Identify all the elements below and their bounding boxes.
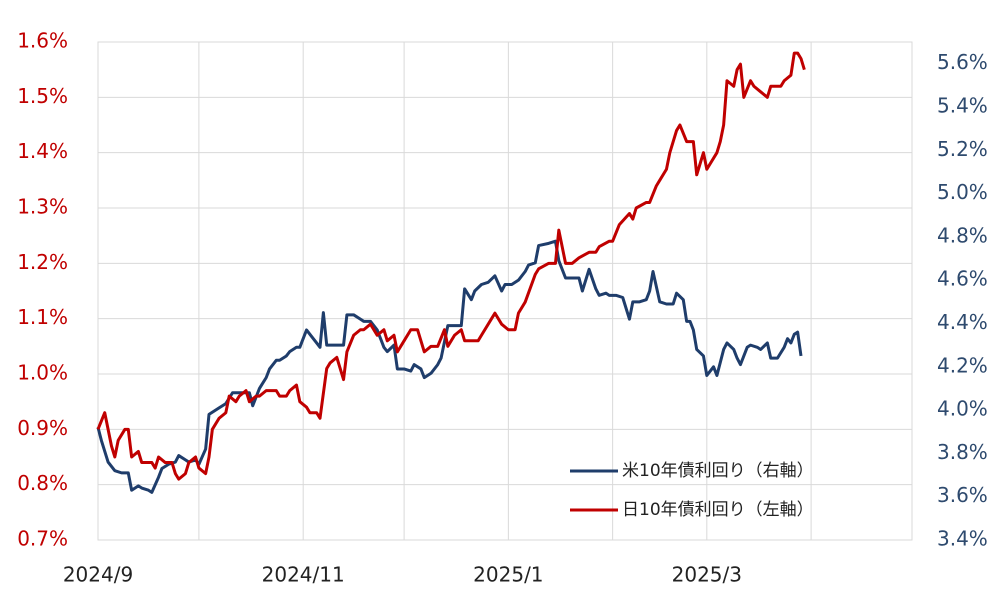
y-tick-label: 0.7% (17, 527, 68, 551)
series-line (96, 51, 806, 481)
y2-tick-label: 4.0% (937, 397, 988, 421)
y-tick-label: 1.0% (17, 361, 68, 385)
legend-label: 日10年債利回り（左軸） (622, 500, 814, 520)
y2-tick-label: 3.8% (937, 440, 988, 464)
x-tick-label: 2024/9 (63, 563, 133, 587)
y-tick-label: 1.4% (17, 139, 68, 163)
y-tick-label: 0.8% (17, 471, 68, 495)
y2-tick-label: 5.6% (937, 50, 988, 74)
y2-tick-label: 4.6% (937, 267, 988, 291)
y2-tick-label: 3.6% (937, 483, 988, 507)
y-tick-label: 1.5% (17, 84, 68, 108)
x-tick-label: 2024/11 (262, 563, 345, 587)
series-line (96, 239, 803, 494)
x-tick-label: 2025/1 (473, 563, 543, 587)
y-tick-label: 0.9% (17, 416, 68, 440)
x-tick-label: 2025/3 (672, 563, 742, 587)
y2-tick-label: 5.0% (937, 180, 988, 204)
legend-label: 米10年債利回り（右軸） (622, 461, 814, 481)
y2-tick-label: 5.2% (937, 137, 988, 161)
y2-tick-label: 5.4% (937, 93, 988, 117)
y2-tick-label: 4.2% (937, 353, 988, 377)
y-tick-label: 1.3% (17, 195, 68, 219)
y-tick-label: 1.6% (17, 29, 68, 53)
y-tick-label: 1.2% (17, 250, 68, 274)
y2-tick-label: 4.8% (937, 223, 988, 247)
y2-tick-label: 3.4% (937, 527, 988, 551)
y-tick-label: 1.1% (17, 305, 68, 329)
y2-tick-label: 4.4% (937, 310, 988, 334)
